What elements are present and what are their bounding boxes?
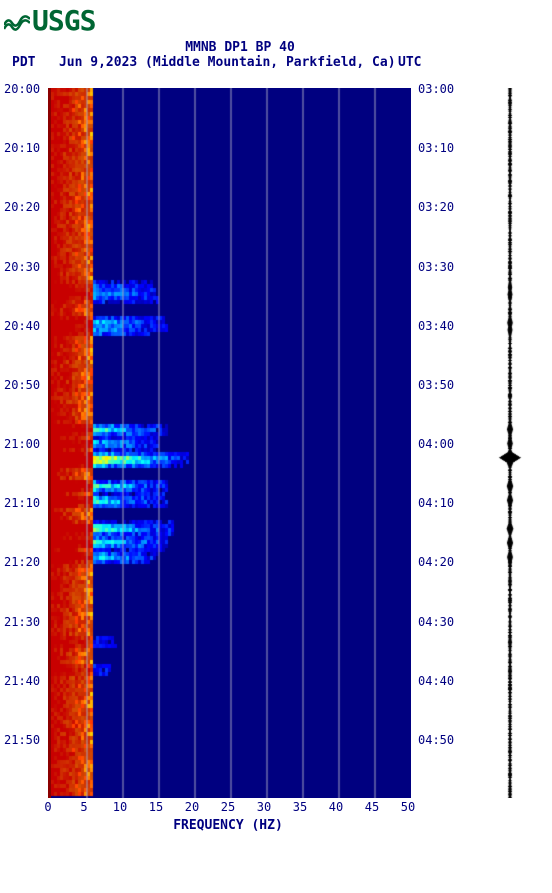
x-tick: 50 bbox=[401, 800, 415, 814]
x-axis-label: FREQUENCY (HZ) bbox=[48, 818, 408, 833]
tz-right-label: UTC bbox=[398, 55, 421, 70]
x-tick: 30 bbox=[257, 800, 271, 814]
y-left-tick: 21:30 bbox=[4, 615, 40, 629]
usgs-wave-icon bbox=[4, 11, 30, 31]
y-left-tick: 21:40 bbox=[4, 674, 40, 688]
y-left-tick: 20:20 bbox=[4, 200, 40, 214]
y-right-tick: 03:40 bbox=[418, 319, 454, 333]
x-tick: 10 bbox=[113, 800, 127, 814]
y-right-tick: 04:30 bbox=[418, 615, 454, 629]
y-right-tick: 04:00 bbox=[418, 437, 454, 451]
y-left-tick: 20:10 bbox=[4, 141, 40, 155]
x-tick: 25 bbox=[221, 800, 235, 814]
x-tick: 5 bbox=[80, 800, 87, 814]
y-left-tick: 21:00 bbox=[4, 437, 40, 451]
y-left-tick: 21:50 bbox=[4, 733, 40, 747]
y-left-tick: 20:30 bbox=[4, 260, 40, 274]
y-right-tick: 03:20 bbox=[418, 200, 454, 214]
y-left-tick: 20:00 bbox=[4, 82, 40, 96]
y-right-tick: 04:50 bbox=[418, 733, 454, 747]
spectrogram-plot bbox=[48, 88, 412, 798]
y-left-tick: 20:40 bbox=[4, 319, 40, 333]
y-right-tick: 03:50 bbox=[418, 378, 454, 392]
y-right-tick: 03:30 bbox=[418, 260, 454, 274]
x-tick: 0 bbox=[44, 800, 51, 814]
usgs-logo-text: USGS bbox=[32, 4, 95, 37]
chart-title: MMNB DP1 BP 40 bbox=[0, 40, 480, 55]
y-left-tick: 20:50 bbox=[4, 378, 40, 392]
chart-subtitle: PDT Jun 9,2023 (Middle Mountain, Parkfie… bbox=[12, 55, 396, 70]
x-tick: 35 bbox=[293, 800, 307, 814]
y-right-tick: 03:10 bbox=[418, 141, 454, 155]
amplitude-trace bbox=[480, 88, 540, 798]
y-right-tick: 04:40 bbox=[418, 674, 454, 688]
x-tick: 15 bbox=[149, 800, 163, 814]
y-left-tick: 21:20 bbox=[4, 555, 40, 569]
y-right-tick: 03:00 bbox=[418, 82, 454, 96]
date-label: Jun 9,2023 (Middle Mountain, Parkfield, … bbox=[59, 55, 396, 70]
y-right-tick: 04:20 bbox=[418, 555, 454, 569]
x-tick: 45 bbox=[365, 800, 379, 814]
x-tick: 20 bbox=[185, 800, 199, 814]
usgs-logo: USGS bbox=[4, 4, 95, 37]
x-tick: 40 bbox=[329, 800, 343, 814]
y-right-tick: 04:10 bbox=[418, 496, 454, 510]
y-left-tick: 21:10 bbox=[4, 496, 40, 510]
tz-left-label: PDT bbox=[12, 55, 35, 70]
